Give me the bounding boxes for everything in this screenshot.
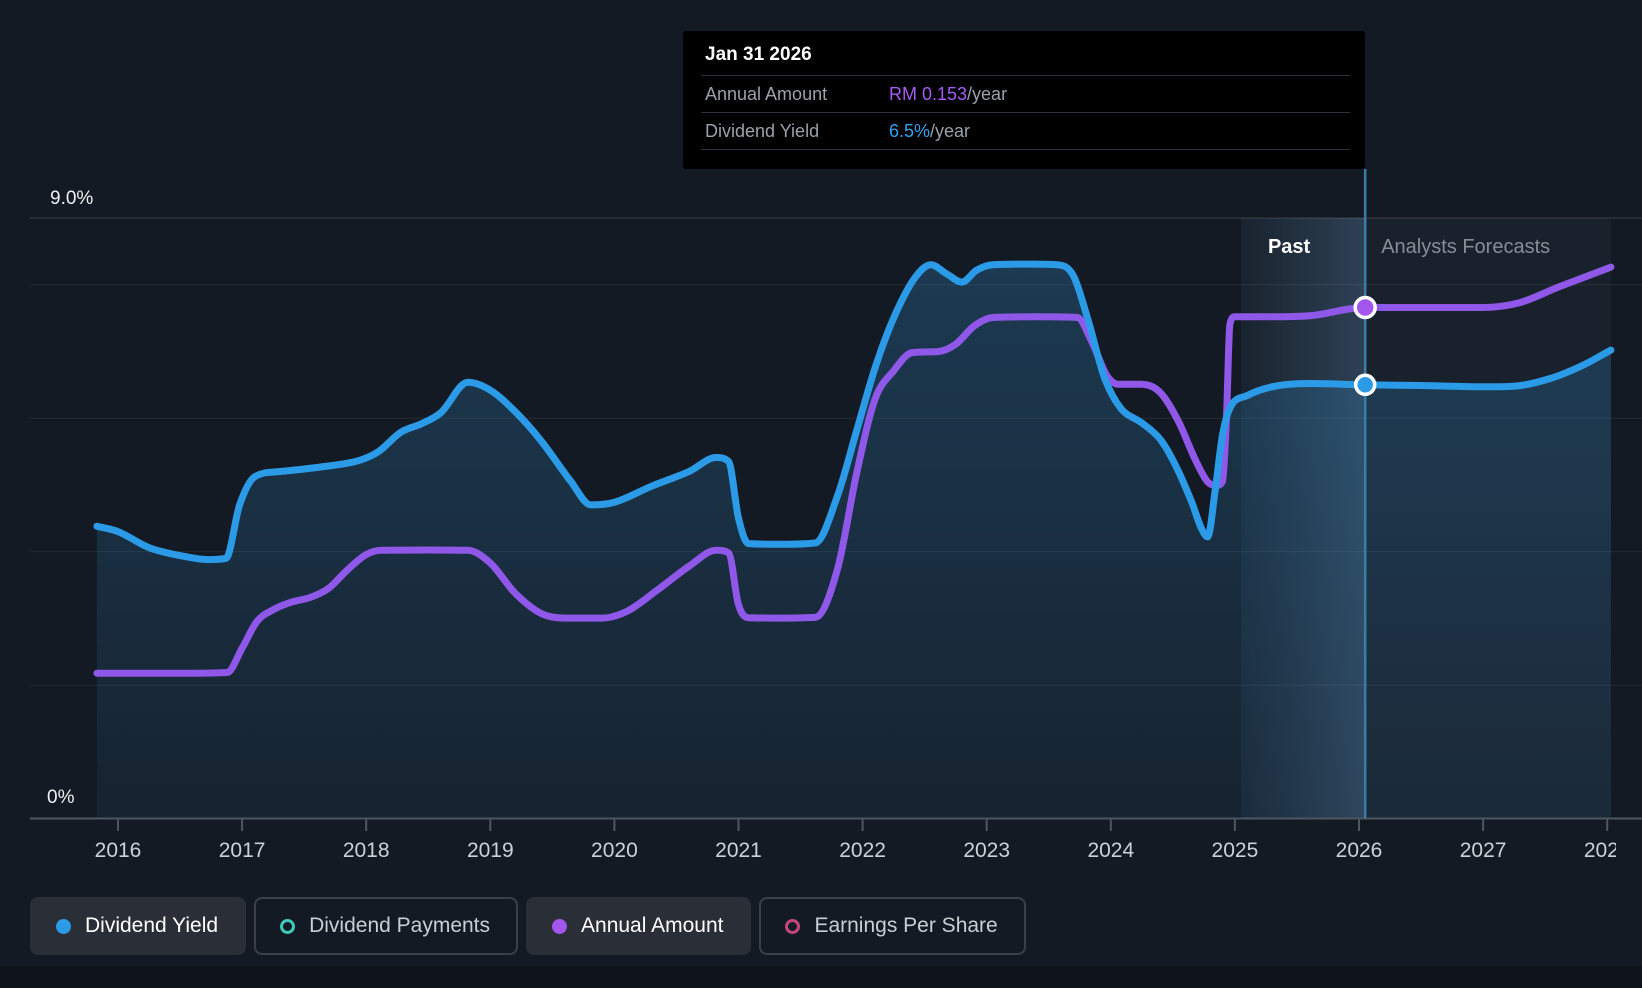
dividend-yield-dot-icon [56,918,71,934]
past-label: Past [1268,236,1311,258]
legend-label: Annual Amount [581,914,724,937]
x-tick-label: 2028 [1584,839,1631,862]
x-tick-label: 2026 [1336,839,1383,862]
tooltip-value: 6.5% [889,120,931,141]
annual-amount-dot-icon [552,918,568,934]
page-footer-strip [0,966,1642,988]
dividend-yield-marker[interactable] [1353,373,1377,397]
chart-tooltip: Jan 31 2026 Annual Amount RM 0.153/year … [683,31,1365,169]
chart-legend: Dividend Yield Dividend Payments Annual … [30,897,1026,955]
x-tick-label: 2021 [715,839,762,862]
x-tick-label: 2025 [1212,839,1259,862]
legend-button-earnings-per-share[interactable]: Earnings Per Share [759,897,1026,955]
x-tick-label: 2017 [219,839,266,862]
tooltip-row-annual-amount: Annual Amount RM 0.153/year [701,75,1350,112]
legend-button-dividend-yield[interactable]: Dividend Yield [30,897,247,955]
legend-label: Earnings Per Share [814,914,998,937]
x-tick-label: 2019 [467,839,514,862]
earnings-per-share-ring-icon [785,918,801,934]
analysts-forecasts-label: Analysts Forecasts [1381,236,1550,258]
x-tick-label: 2024 [1087,839,1134,862]
x-tick-label: 2023 [963,839,1010,862]
tooltip-row-dividend-yield: Dividend Yield 6.5%/year [701,112,1350,149]
legend-label: Dividend Yield [85,914,219,937]
legend-button-annual-amount[interactable]: Annual Amount [526,897,752,955]
dividend-payments-ring-icon [280,918,296,934]
x-tick-label: 2020 [591,839,638,862]
x-tick-label: 2016 [95,839,142,862]
x-tick-label: 2018 [343,839,390,862]
tooltip-label: Dividend Yield [705,120,820,141]
dividend-yield-line [93,260,1615,564]
y-axis-top-label: 9.0% [50,188,93,209]
tooltip-value-suffix: /year [930,120,971,141]
dividend-yield-area [96,264,1611,819]
legend-button-dividend-payments[interactable]: Dividend Payments [254,897,519,955]
annual-amount-marker[interactable] [1353,295,1377,320]
legend-label: Dividend Payments [309,914,491,937]
tooltip-label: Annual Amount [705,83,828,104]
tooltip-value-suffix: /year [967,83,1008,104]
x-tick-label: 2022 [839,839,886,862]
y-axis-zero-label: 0% [47,787,75,808]
tooltip-date: Jan 31 2026 [705,44,812,65]
tooltip-bottom-divider [701,149,1350,150]
x-tick-label: 2027 [1460,839,1507,862]
tooltip-value: RM 0.153 [889,83,968,104]
